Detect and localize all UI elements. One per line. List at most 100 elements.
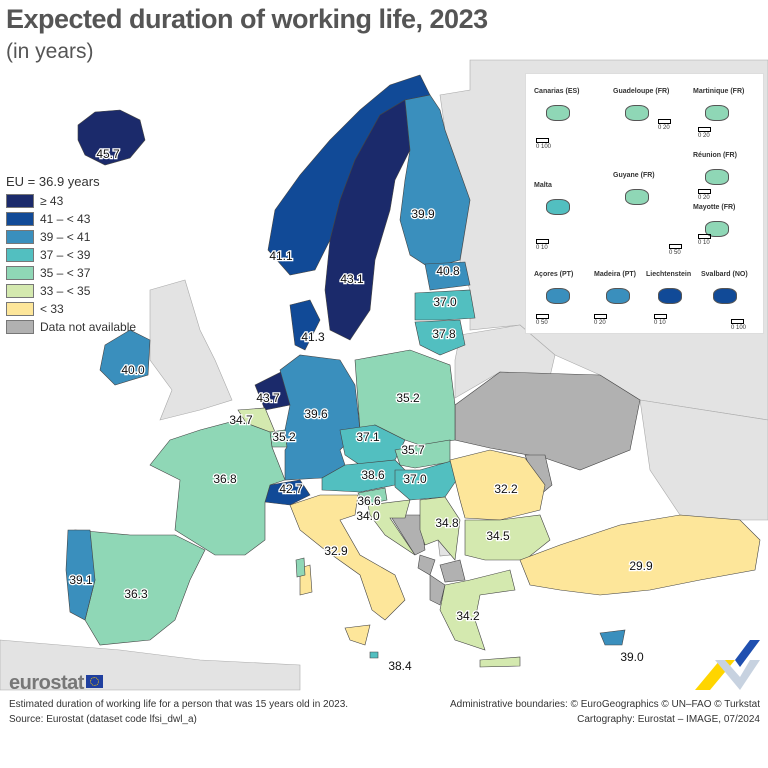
country-region	[519, 514, 761, 596]
value-label: 41.1	[269, 249, 293, 263]
legend-swatch	[6, 194, 34, 208]
inset-shape	[546, 199, 570, 215]
inset-shape	[546, 105, 570, 121]
value-label: 32.9	[324, 544, 348, 558]
inset-map: Liechtenstein	[646, 271, 691, 304]
country-region	[599, 629, 626, 646]
legend-label: Data not available	[40, 320, 137, 334]
scale-bar: 0 50	[669, 244, 682, 256]
country-region	[324, 99, 411, 341]
inset-title: Canarias (ES)	[534, 88, 580, 95]
value-label: 43.7	[256, 391, 280, 405]
cartography-credit: Cartography: Eurostat – IMAGE, 07/2024	[577, 714, 760, 725]
legend-item: 41 – < 43	[6, 210, 136, 228]
ukraine-region	[454, 371, 641, 471]
legend-title: EU = 36.9 years	[6, 174, 100, 189]
legend-swatch	[6, 266, 34, 280]
inset-map: Réunion (FR)	[693, 152, 737, 185]
scale-bar: 0 10	[536, 239, 549, 251]
country-region	[419, 496, 461, 561]
country-region	[414, 319, 466, 356]
value-label: 39.1	[69, 573, 93, 587]
scale-bar: 0 50	[536, 314, 549, 326]
legend-label: < 33	[40, 302, 64, 316]
value-label: 43.1	[340, 272, 364, 286]
crete-region	[479, 656, 521, 668]
value-label: 32.2	[494, 482, 518, 496]
scale-bar: 0 100	[536, 138, 551, 150]
inset-map: Açores (PT)	[534, 271, 573, 304]
value-label: 34.7	[229, 413, 253, 427]
value-label: 36.3	[124, 587, 148, 601]
inset-map: Madeira (PT)	[594, 271, 636, 304]
legend-item: 33 – < 35	[6, 282, 136, 300]
value-label: 34.2	[456, 609, 480, 623]
inset-title: Guadeloupe (FR)	[613, 88, 670, 95]
country-region	[357, 487, 388, 506]
scale-bar: 0 20	[698, 189, 711, 201]
country-region	[367, 499, 416, 556]
inset-title: Açores (PT)	[534, 271, 574, 278]
page-title: Expected duration of working life, 2023	[6, 4, 488, 34]
country-region	[289, 299, 321, 351]
inset-map: Mayotte (FR)	[693, 204, 735, 237]
inset-title: Liechtenstein	[646, 271, 692, 278]
country-region	[321, 459, 406, 493]
value-label: 41.3	[301, 330, 325, 344]
inset-map: Svalbard (NO)	[701, 271, 748, 304]
legend-label: 35 – < 37	[40, 266, 91, 280]
value-label: 29.9	[629, 559, 653, 573]
montenegro-region	[417, 554, 436, 576]
legend-item: 39 – < 41	[6, 228, 136, 246]
country-region	[65, 529, 96, 621]
value-label: 38.4	[388, 659, 412, 673]
legend-swatch	[6, 320, 34, 334]
legend: EU = 36.9 years ≥ 43 41 – < 43 39 – < 41 37…	[6, 174, 136, 336]
legend-item: 37 – < 39	[6, 246, 136, 264]
inset-title: Guyane (FR)	[613, 172, 655, 179]
inset-shape	[658, 288, 682, 304]
value-label: 40.8	[436, 264, 460, 278]
footnote: Estimated duration of working life for a…	[9, 699, 349, 710]
inset-shape	[713, 288, 737, 304]
inset-map: Guyane (FR)	[613, 172, 655, 205]
value-label: 35.2	[272, 430, 296, 444]
legend-swatch	[6, 212, 34, 226]
scale-bar: 0 100	[731, 319, 746, 331]
corsica-region	[295, 557, 306, 578]
inset-shape	[625, 189, 649, 205]
logo-text: eurostat	[9, 672, 84, 694]
value-label: 36.8	[213, 472, 237, 486]
sicily-region	[344, 624, 371, 646]
value-label: 36.6	[357, 494, 381, 508]
inset-shape	[705, 169, 729, 185]
country-region	[149, 419, 286, 556]
legend-swatch	[6, 230, 34, 244]
country-region	[464, 514, 551, 561]
inset-title: Martinique (FR)	[693, 88, 745, 95]
value-label: 39.0	[620, 650, 644, 664]
north-macedonia-region	[439, 559, 466, 583]
inset-shape	[606, 288, 630, 304]
inset-shape	[705, 105, 729, 121]
inset-title: Mayotte (FR)	[693, 204, 736, 211]
footer-right: Administrative boundaries: © EuroGeograp…	[450, 697, 760, 727]
value-label: 34.5	[486, 529, 510, 543]
country-region	[77, 109, 146, 166]
value-label: 45.7	[96, 147, 120, 161]
legend-label: 39 – < 41	[40, 230, 91, 244]
legend-swatch	[6, 284, 34, 298]
legend-label: ≥ 43	[40, 194, 64, 208]
value-label: 34.8	[435, 516, 459, 530]
value-label: 35.7	[401, 443, 425, 457]
legend-label: 33 – < 35	[40, 284, 91, 298]
value-label: 37.0	[433, 295, 457, 309]
value-label: 37.1	[356, 430, 380, 444]
value-label: 38.6	[361, 468, 385, 482]
value-label: 35.2	[396, 391, 420, 405]
eurostat-logo: eurostat	[9, 672, 103, 695]
legend-swatch	[6, 248, 34, 262]
ukraine-support-logo	[695, 640, 760, 690]
scale-bar: 0 20	[594, 314, 607, 326]
scale-bar: 0 20	[658, 119, 671, 131]
